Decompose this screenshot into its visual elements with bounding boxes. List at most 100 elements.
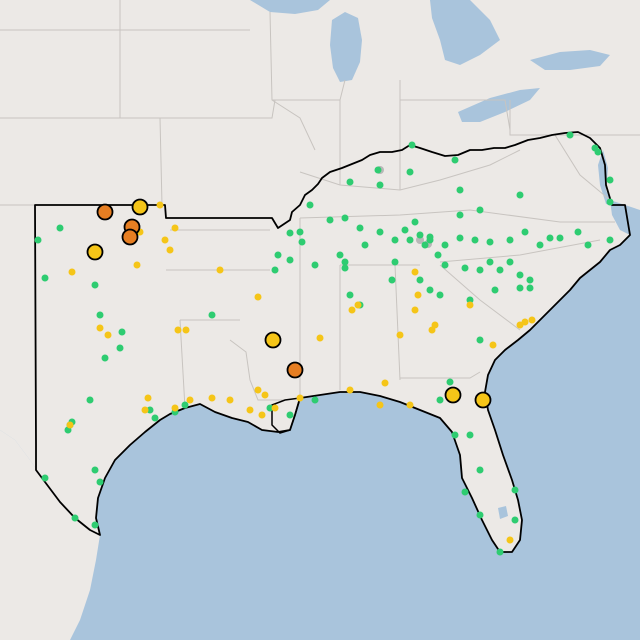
marker-green[interactable] — [451, 431, 459, 439]
marker-green[interactable] — [101, 354, 109, 362]
marker-green[interactable] — [336, 251, 344, 259]
marker-green[interactable] — [34, 236, 42, 244]
marker-green[interactable] — [426, 233, 434, 241]
marker-large-yellow[interactable] — [474, 391, 492, 409]
marker-green[interactable] — [486, 238, 494, 246]
marker-green[interactable] — [406, 168, 414, 176]
marker-green[interactable] — [451, 156, 459, 164]
marker-green[interactable] — [376, 181, 384, 189]
marker-large-orange[interactable] — [121, 228, 139, 246]
marker-large-yellow[interactable] — [131, 198, 149, 216]
marker-green[interactable] — [516, 271, 524, 279]
marker-green[interactable] — [536, 241, 544, 249]
marker-green[interactable] — [306, 201, 314, 209]
marker-green[interactable] — [181, 401, 189, 409]
marker-green[interactable] — [606, 176, 614, 184]
marker-yellow[interactable] — [171, 404, 179, 412]
marker-yellow[interactable] — [246, 406, 254, 414]
marker-green[interactable] — [506, 236, 514, 244]
marker-green[interactable] — [584, 241, 592, 249]
marker-yellow[interactable] — [396, 331, 404, 339]
marker-yellow[interactable] — [104, 331, 112, 339]
marker-large-orange[interactable] — [96, 203, 114, 221]
marker-green[interactable] — [441, 241, 449, 249]
marker-green[interactable] — [311, 396, 319, 404]
marker-green[interactable] — [401, 226, 409, 234]
marker-green[interactable] — [434, 251, 442, 259]
marker-green[interactable] — [466, 431, 474, 439]
marker-green[interactable] — [436, 291, 444, 299]
marker-green[interactable] — [526, 276, 534, 284]
marker-large-yellow[interactable] — [264, 331, 282, 349]
marker-green[interactable] — [466, 296, 474, 304]
marker-green[interactable] — [96, 478, 104, 486]
marker-green[interactable] — [516, 284, 524, 292]
marker-green[interactable] — [341, 214, 349, 222]
marker-green[interactable] — [406, 236, 414, 244]
marker-green[interactable] — [376, 228, 384, 236]
marker-green[interactable] — [476, 336, 484, 344]
marker-yellow[interactable] — [414, 291, 422, 299]
marker-yellow[interactable] — [466, 301, 474, 309]
marker-yellow[interactable] — [174, 326, 182, 334]
marker-green[interactable] — [91, 466, 99, 474]
marker-yellow[interactable] — [489, 341, 497, 349]
marker-green[interactable] — [566, 131, 574, 139]
marker-yellow[interactable] — [381, 379, 389, 387]
marker-yellow[interactable] — [254, 386, 262, 394]
marker-yellow[interactable] — [348, 306, 356, 314]
marker-yellow[interactable] — [258, 411, 266, 419]
marker-green[interactable] — [471, 236, 479, 244]
marker-yellow[interactable] — [271, 404, 279, 412]
marker-green[interactable] — [511, 486, 519, 494]
marker-green[interactable] — [491, 286, 499, 294]
marker-green[interactable] — [146, 406, 154, 414]
marker-green[interactable] — [208, 311, 216, 319]
marker-yellow[interactable] — [68, 268, 76, 276]
marker-green[interactable] — [271, 266, 279, 274]
marker-large-orange[interactable] — [286, 361, 304, 379]
marker-green[interactable] — [286, 229, 294, 237]
marker-green[interactable] — [456, 186, 464, 194]
marker-yellow[interactable] — [216, 266, 224, 274]
marker-green[interactable] — [71, 514, 79, 522]
marker-green[interactable] — [346, 178, 354, 186]
marker-green[interactable] — [151, 414, 159, 422]
marker-green[interactable] — [526, 284, 534, 292]
marker-yellow[interactable] — [141, 406, 149, 414]
marker-green[interactable] — [436, 396, 444, 404]
marker-yellow[interactable] — [316, 334, 324, 342]
marker-green[interactable] — [456, 234, 464, 242]
marker-green[interactable] — [56, 224, 64, 232]
marker-green[interactable] — [326, 216, 334, 224]
marker-green[interactable] — [388, 276, 396, 284]
marker-yellow[interactable] — [506, 536, 514, 544]
marker-green[interactable] — [116, 344, 124, 352]
marker-yellow[interactable] — [376, 401, 384, 409]
marker-green[interactable] — [426, 286, 434, 294]
marker-green[interactable] — [86, 396, 94, 404]
marker-green[interactable] — [118, 328, 126, 336]
marker-green[interactable] — [461, 488, 469, 496]
marker-green[interactable] — [266, 404, 274, 412]
marker-yellow[interactable] — [156, 201, 164, 209]
marker-gray[interactable] — [416, 236, 424, 244]
marker-large-yellow[interactable] — [444, 386, 462, 404]
marker-yellow[interactable] — [144, 394, 152, 402]
marker-yellow[interactable] — [521, 318, 529, 326]
marker-green[interactable] — [476, 511, 484, 519]
marker-yellow[interactable] — [171, 224, 179, 232]
marker-green[interactable] — [496, 548, 504, 556]
marker-green[interactable] — [511, 516, 519, 524]
marker-green[interactable] — [361, 241, 369, 249]
marker-green[interactable] — [411, 218, 419, 226]
marker-yellow[interactable] — [528, 316, 536, 324]
marker-green[interactable] — [416, 276, 424, 284]
marker-yellow[interactable] — [96, 324, 104, 332]
marker-yellow[interactable] — [226, 396, 234, 404]
marker-yellow[interactable] — [182, 326, 190, 334]
marker-green[interactable] — [476, 466, 484, 474]
marker-green[interactable] — [41, 274, 49, 282]
